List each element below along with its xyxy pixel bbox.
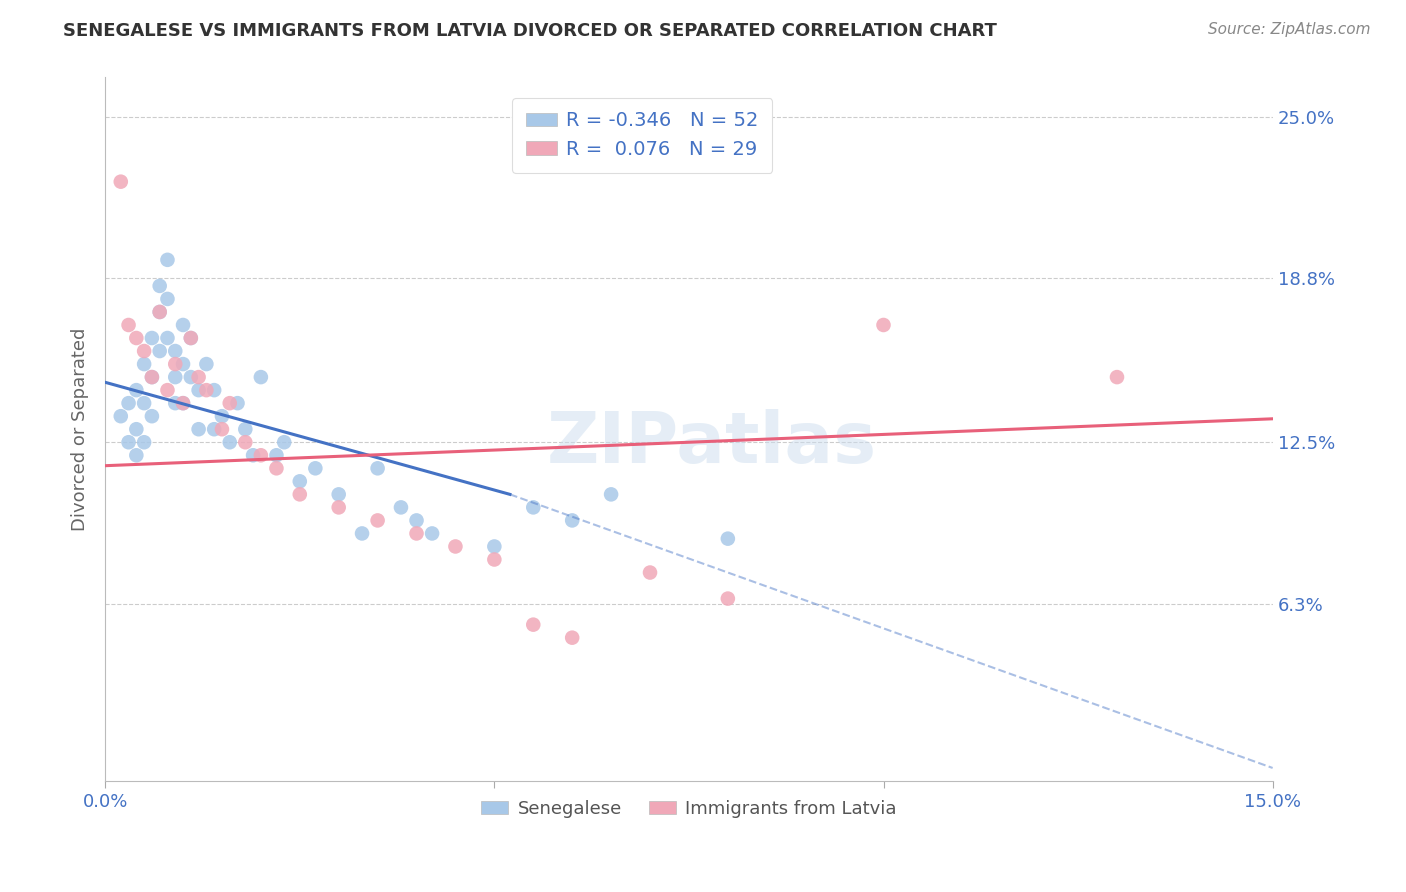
Point xyxy=(405,513,427,527)
Point xyxy=(125,422,148,436)
Point xyxy=(484,540,506,554)
Point xyxy=(187,370,209,384)
Point xyxy=(211,422,233,436)
Point xyxy=(134,396,156,410)
Point xyxy=(110,175,132,189)
Point xyxy=(484,552,506,566)
Point xyxy=(211,409,233,424)
Point xyxy=(172,396,194,410)
Point xyxy=(522,617,544,632)
Point xyxy=(149,344,172,359)
Point xyxy=(250,448,273,462)
Point xyxy=(180,331,202,345)
Point xyxy=(141,370,163,384)
Point xyxy=(172,318,194,332)
Point xyxy=(266,448,288,462)
Point xyxy=(187,383,209,397)
Point xyxy=(125,448,148,462)
Point xyxy=(125,331,148,345)
Legend: Senegalese, Immigrants from Latvia: Senegalese, Immigrants from Latvia xyxy=(474,792,904,825)
Y-axis label: Divorced or Separated: Divorced or Separated xyxy=(72,327,89,531)
Point xyxy=(1105,370,1128,384)
Point xyxy=(389,500,412,515)
Point xyxy=(165,396,187,410)
Text: ZIPatlas: ZIPatlas xyxy=(547,409,877,478)
Point xyxy=(172,357,194,371)
Point xyxy=(134,357,156,371)
Point xyxy=(717,532,740,546)
Point xyxy=(420,526,443,541)
Point xyxy=(872,318,894,332)
Point xyxy=(250,370,273,384)
Point xyxy=(405,526,427,541)
Point xyxy=(180,331,202,345)
Point xyxy=(165,370,187,384)
Point xyxy=(561,513,583,527)
Point xyxy=(367,461,389,475)
Point xyxy=(156,331,179,345)
Point xyxy=(195,383,218,397)
Point xyxy=(141,409,163,424)
Point xyxy=(149,305,172,319)
Point xyxy=(328,500,350,515)
Point xyxy=(141,370,163,384)
Point xyxy=(149,305,172,319)
Point xyxy=(117,435,139,450)
Point xyxy=(600,487,623,501)
Point xyxy=(638,566,661,580)
Point xyxy=(187,422,209,436)
Point xyxy=(233,435,256,450)
Text: Source: ZipAtlas.com: Source: ZipAtlas.com xyxy=(1208,22,1371,37)
Point xyxy=(117,318,139,332)
Point xyxy=(172,396,194,410)
Point xyxy=(117,396,139,410)
Point xyxy=(561,631,583,645)
Point xyxy=(180,370,202,384)
Point xyxy=(195,357,218,371)
Point xyxy=(156,252,179,267)
Point xyxy=(141,331,163,345)
Point xyxy=(266,461,288,475)
Point xyxy=(328,487,350,501)
Point xyxy=(218,396,240,410)
Point xyxy=(125,383,148,397)
Point xyxy=(134,344,156,359)
Point xyxy=(110,409,132,424)
Point xyxy=(202,383,225,397)
Point xyxy=(288,475,311,489)
Point xyxy=(218,435,240,450)
Point xyxy=(149,279,172,293)
Point xyxy=(156,383,179,397)
Point xyxy=(226,396,249,410)
Point xyxy=(202,422,225,436)
Point xyxy=(352,526,374,541)
Point xyxy=(717,591,740,606)
Point xyxy=(273,435,295,450)
Point xyxy=(165,357,187,371)
Point xyxy=(242,448,264,462)
Point xyxy=(288,487,311,501)
Point xyxy=(367,513,389,527)
Point xyxy=(156,292,179,306)
Point xyxy=(233,422,256,436)
Point xyxy=(304,461,326,475)
Text: SENEGALESE VS IMMIGRANTS FROM LATVIA DIVORCED OR SEPARATED CORRELATION CHART: SENEGALESE VS IMMIGRANTS FROM LATVIA DIV… xyxy=(63,22,997,40)
Point xyxy=(444,540,467,554)
Point xyxy=(165,344,187,359)
Point xyxy=(522,500,544,515)
Point xyxy=(134,435,156,450)
